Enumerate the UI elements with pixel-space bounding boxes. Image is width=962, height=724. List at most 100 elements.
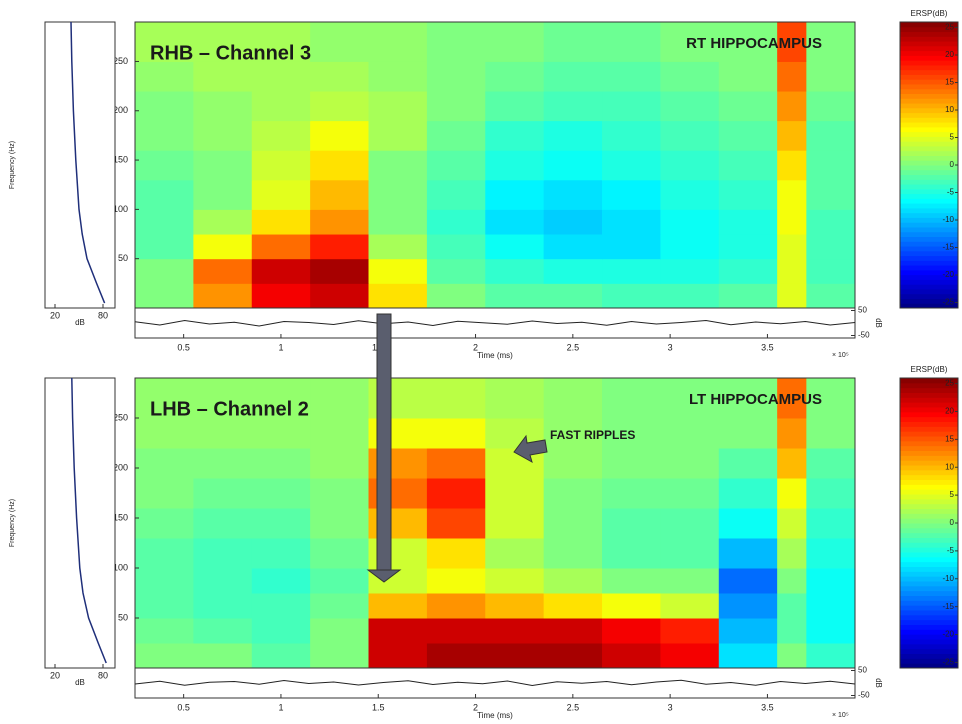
heat-cell (777, 22, 807, 62)
heat-cell (543, 22, 603, 62)
colorbar-step (900, 222, 958, 228)
colorbar-step (900, 629, 958, 635)
y-tick-label: 150 (113, 512, 128, 522)
heat-cell (251, 22, 311, 62)
colorbar-step (900, 98, 958, 104)
heat-cell (660, 150, 720, 181)
colorbar-step (900, 184, 958, 190)
heat-cell (602, 91, 661, 122)
colorbar-tick-label: -15 (942, 602, 954, 611)
heat-cell (660, 61, 720, 92)
colorbar-step (900, 60, 958, 66)
heat-cell (660, 538, 720, 569)
colorbar-step (900, 274, 958, 280)
heat-cell (660, 283, 720, 309)
heat-cell (718, 22, 778, 62)
heat-cell (602, 120, 661, 151)
heat-cell (718, 593, 778, 619)
y-tick-label: 150 (113, 154, 128, 164)
colorbar-step (900, 416, 958, 422)
heat-cell (602, 538, 661, 569)
heat-cell (310, 378, 370, 419)
heat-cell (193, 538, 253, 569)
heat-cell (310, 618, 370, 644)
colorbar-step (900, 523, 958, 529)
heat-cell (368, 618, 428, 644)
heat-cell (602, 179, 661, 210)
heat-cell (251, 508, 311, 539)
trace-tick-label: -50 (858, 331, 870, 340)
colorbar-step (900, 619, 958, 625)
heat-cell (135, 22, 194, 62)
heat-cell (806, 568, 856, 594)
colorbar-step (900, 22, 958, 28)
spectrum-tick-label: 80 (98, 670, 108, 680)
colorbar-step (900, 74, 958, 80)
heat-cell (310, 258, 370, 284)
heat-cell (310, 61, 370, 92)
colorbar-step (900, 595, 958, 601)
heat-cell (543, 478, 603, 509)
colorbar-step (900, 231, 958, 237)
heat-cell (718, 418, 778, 449)
x-tick-label: 2 (473, 342, 478, 352)
heat-cell (310, 448, 370, 479)
heat-cell (135, 593, 194, 619)
colorbar-step (900, 455, 958, 461)
colorbar-step (900, 217, 958, 223)
spectrum-tick-label: 20 (50, 310, 60, 320)
heat-cell (660, 378, 720, 419)
colorbar-tick-label: -25 (942, 658, 954, 667)
colorbar-step (900, 265, 958, 271)
heat-cell (135, 209, 194, 235)
x-tick-label: 2.5 (567, 702, 580, 712)
heat-cell (777, 378, 807, 419)
colorbar-step (900, 26, 958, 33)
heat-cell (543, 618, 603, 644)
colorbar-step (900, 226, 958, 233)
heat-cell (777, 283, 807, 309)
heat-cell (135, 618, 194, 644)
spectrum-frame (44, 377, 116, 669)
colorbar-step (900, 542, 958, 548)
region-label: LT HIPPOCAMPUS (689, 391, 822, 408)
heat-cell (777, 478, 807, 509)
heat-cell (660, 478, 720, 509)
heat-cell (602, 508, 661, 539)
heat-cell (426, 209, 486, 235)
heat-cell (135, 378, 194, 419)
heat-cell (718, 179, 778, 210)
heat-cell (777, 593, 807, 619)
heat-cell (777, 61, 807, 92)
colorbar-step (900, 378, 958, 384)
x-tick-label: 3 (668, 342, 673, 352)
colorbar-step (900, 126, 958, 133)
heat-cell (660, 643, 720, 669)
colorbar-step (900, 581, 958, 587)
heat-cell (193, 61, 253, 92)
colorbar-step (900, 45, 958, 52)
heat-cell (310, 643, 370, 669)
heat-cell (806, 209, 856, 235)
y-tick-label: 100 (113, 562, 128, 572)
colorbar-step (900, 639, 958, 645)
colorbar-step (900, 527, 958, 534)
annotation: FAST RIPPLES (550, 428, 635, 442)
heat-cell (602, 618, 661, 644)
heat-cell (777, 258, 807, 284)
colorbar-step (900, 188, 958, 195)
heat-cell (485, 150, 545, 181)
heat-cell (368, 643, 428, 669)
heat-cell (368, 209, 428, 235)
heat-cell (485, 120, 545, 151)
colorbar-step (900, 131, 958, 137)
colorbar-tick-label: 20 (945, 50, 954, 59)
heat-cell (426, 120, 486, 151)
x-tick-label: 0.5 (177, 702, 190, 712)
colorbar-tick-label: 15 (945, 434, 954, 443)
y-tick-label: 200 (113, 105, 128, 115)
colorbar-step (900, 465, 958, 471)
heat-cell (135, 150, 194, 181)
heat-cell (806, 378, 856, 419)
heat-cell (660, 179, 720, 210)
